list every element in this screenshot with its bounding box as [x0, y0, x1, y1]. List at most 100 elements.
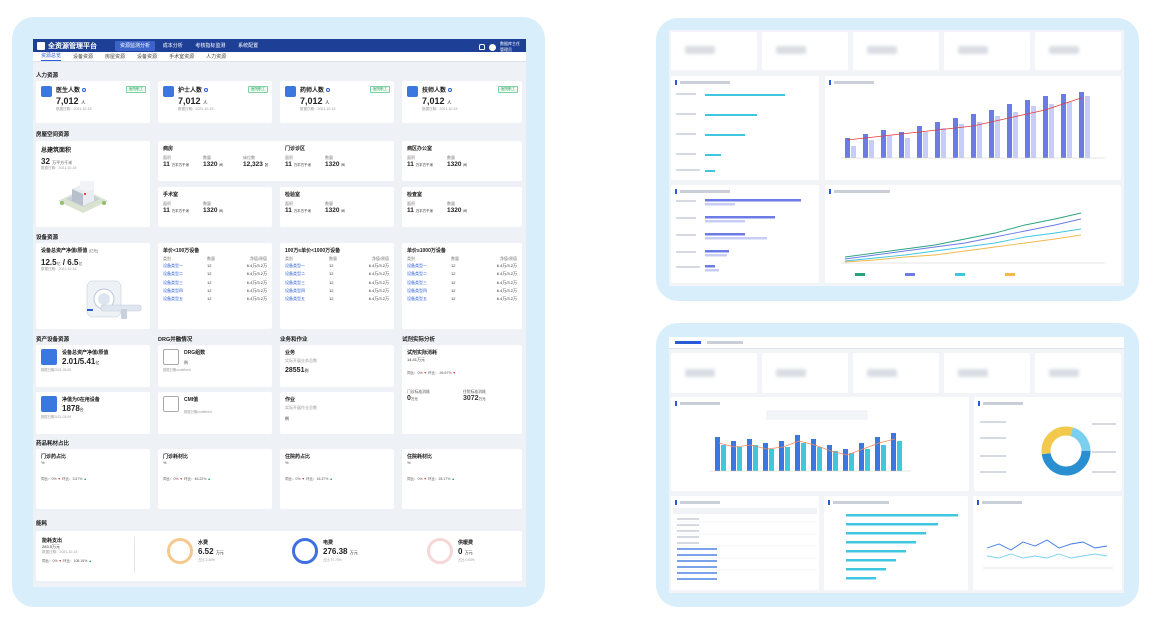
drug-card-1[interactable]: 门诊药占比 % 同比：0% ▼ 环比：3.67% ▲: [36, 449, 150, 509]
section-hr: 人力资源: [36, 73, 59, 79]
bar-chart-card[interactable]: [671, 397, 969, 491]
kpi-card[interactable]: [1035, 353, 1121, 393]
table-row[interactable]: 设备类型一 12 6.4万/3.2万: [407, 263, 517, 268]
table-row[interactable]: 设备类型一 12 6.4万/3.2万: [285, 263, 389, 268]
kpi-card[interactable]: [944, 353, 1030, 393]
info-icon[interactable]: [204, 88, 209, 92]
equipment-total-card[interactable]: 设备总资产净值/原值 (亿元) 12.5亿 / 6.5亿 数据日期：2021-1…: [36, 243, 150, 329]
tab-room[interactable]: 房屋资源: [105, 54, 126, 60]
table-row[interactable]: 设备类型五 12 6.4万/3.2万: [407, 296, 517, 302]
section-drg: DRG并融情况: [158, 337, 193, 343]
tab-overview[interactable]: 资源总览: [41, 53, 62, 61]
hr-title: 药师人数: [300, 88, 325, 94]
kpi-card[interactable]: [671, 353, 757, 393]
tab-surgery[interactable]: 手术室资源: [169, 54, 195, 60]
bell-icon[interactable]: [479, 44, 485, 50]
avatar[interactable]: [489, 43, 496, 51]
table-row[interactable]: 设备类型三 12 6.4万/3.2万: [407, 279, 517, 285]
hbar-chart-card-3[interactable]: [824, 496, 968, 590]
table-card[interactable]: [671, 496, 819, 590]
hr-title: 医生人数: [56, 88, 81, 94]
table-row[interactable]: 设备类型四 12 6.4万/3.2万: [285, 287, 389, 293]
dashboard-main: 全资源管理平台 资源监测分析 成本分析 考核指标监测 系统配置 数据库主任 管理员…: [33, 39, 526, 587]
exam-title: 检验室: [285, 192, 301, 198]
drg-title: CMI值: [184, 397, 199, 403]
info-icon[interactable]: [326, 88, 331, 92]
hr-card-nurse[interactable]: 医院职工 护士人数 7,012 人 数据日期：2021-10-15: [158, 81, 272, 123]
equipment-group-under-100[interactable]: 单价<100万设备 类别 数量 净值/原值 设备类型一 12 6.4万/3.2万 设备类…: [158, 243, 272, 329]
kpi-card[interactable]: [762, 353, 848, 393]
business-card[interactable]: 业务 实际开展业务总数 28551例: [280, 345, 394, 387]
multi-line-chart: [977, 500, 1113, 569]
drug-title: 住院耗材比: [407, 454, 433, 460]
user-role: 管理员: [500, 47, 512, 52]
table-row[interactable]: 设备类型一 12 6.4万/3.2万: [163, 263, 267, 268]
kpi-card[interactable]: [1035, 32, 1121, 70]
multi-line-card[interactable]: [973, 496, 1122, 590]
space-outpatient-card[interactable]: 门诊诊区 面积 数量 11 万平方千米 1320 间: [280, 141, 394, 181]
drug-title: 住院药占比: [285, 454, 311, 460]
drug-card-2[interactable]: 门诊耗材比 % 同比：0% ▼ 环比：46.22% ▲: [158, 449, 272, 509]
combo-chart-card[interactable]: [825, 76, 1121, 180]
drg-card-cmi[interactable]: CMI值 数据日期undefined: [158, 392, 272, 434]
drg-card-groups[interactable]: DRG组数 例 数据日期undefined: [158, 345, 272, 387]
section-drugs: 药品耗材占比: [36, 441, 70, 447]
table-row[interactable]: 设备类型五 12 6.4万/3.2万: [163, 296, 267, 302]
tab-hr[interactable]: 人力资源: [206, 54, 227, 60]
trial-card[interactable]: 试剂实际消耗 14.41万元 同比：0% ▼ 环比：-94.67% ▼ 门诊标准…: [402, 345, 522, 434]
hr-tag: 医院职工: [370, 86, 390, 93]
hr-card-pharmacist[interactable]: 医院职工 药师人数 7,012 人 数据日期：2021-10-15: [280, 81, 394, 123]
line-chart-card[interactable]: [825, 185, 1121, 283]
kpi-card[interactable]: [762, 32, 848, 70]
info-icon[interactable]: [82, 88, 87, 92]
table-row[interactable]: 设备类型三 12 6.4万/3.2万: [285, 279, 389, 285]
kpi-card[interactable]: [671, 32, 757, 70]
table-row[interactable]: 设备类型二 12 6.4万/3.2万: [407, 271, 517, 277]
dashboard-thumbnail-2: [669, 337, 1124, 593]
business-value: 28551: [285, 367, 305, 374]
drug-card-3[interactable]: 住院药占比 % 同比：0% ▼ 环比：16.37% ▲: [280, 449, 394, 509]
drug-title: 门诊耗材比: [163, 454, 189, 460]
office-title: 病区办公室: [407, 146, 433, 152]
space-office-card[interactable]: 病区办公室 面积 数量 11 万平方千米 1320 间: [402, 141, 522, 181]
space-total-value: 32: [41, 157, 50, 166]
space-exam-card[interactable]: 检验室 面积 数量 11 万平方千米 1320 间: [280, 187, 394, 227]
energy-card[interactable]: 能耗支出 283.5万元 数据日期：2021-10-15 同比：0% ▼ 环比：…: [36, 531, 522, 581]
table-row[interactable]: 设备类型二 12 6.4万/3.2万: [285, 271, 389, 277]
hr-card-technician[interactable]: 医院职工 技师人数 7,012 人 数据日期：2021-10-15: [402, 81, 522, 123]
hbar-chart-card[interactable]: [671, 76, 819, 180]
donut-chart-card[interactable]: [974, 397, 1122, 491]
hr-date: 数据日期：2021-10-15: [178, 107, 214, 111]
nav-cost-analysis[interactable]: 成本分析: [162, 43, 183, 49]
table-row[interactable]: 设备类型四 12 6.4万/3.2万: [163, 287, 267, 293]
table-row[interactable]: 设备类型四 12 6.4万/3.2万: [407, 287, 517, 293]
operation-card[interactable]: 作业 实际开展作业总数 例: [280, 392, 394, 434]
asset-card-zero[interactable]: 净值为0在用设备 1878台 数据日期2021-03-09: [36, 392, 150, 434]
kpi-card[interactable]: [853, 32, 939, 70]
equipment-group-over-1000[interactable]: 单价≥1000万设备 类别 数量 净值/原值 设备类型一 12 6.4万/3.2万 设备…: [402, 243, 522, 329]
bar-chart: [675, 401, 911, 472]
hbar-chart-card-2[interactable]: [671, 185, 819, 283]
kpi-card[interactable]: [944, 32, 1030, 70]
asset-title: 设备总资产净值/原值: [62, 350, 109, 356]
nav-resource-analysis[interactable]: 资源监测分析: [115, 41, 156, 51]
asset-card-value[interactable]: 设备总资产净值/原值 2.01/5.41亿 数据日期2021-03-09: [36, 345, 150, 387]
asset-title: 净值为0在用设备: [62, 397, 100, 403]
table-row[interactable]: 设备类型五 12 6.4万/3.2万: [285, 296, 389, 302]
space-total-card[interactable]: 总建筑面积 32 万平方千米 数据日期：2021-10-15: [36, 141, 150, 227]
space-surgery-card[interactable]: 手术室 面积 数量 11 万平方千米 1320 间: [158, 187, 272, 227]
section-space: 房屋空间资源: [36, 132, 70, 138]
hr-card-doctor[interactable]: 医院职工 医生人数 7,012 人 数据日期：2021-10-15: [36, 81, 150, 123]
equipment-group-100-1000[interactable]: 100万≤单价<1000万设备 类别 数量 净值/原值 设备类型一 12 6.4万/3.…: [280, 243, 394, 329]
drg-value: 例: [184, 360, 188, 365]
space-check-card[interactable]: 检查室 面积 数量 11 万平方千米 1320 间: [402, 187, 522, 227]
table-row[interactable]: 设备类型二 12 6.4万/3.2万: [163, 271, 267, 277]
tab-device[interactable]: 设备资源: [73, 54, 94, 60]
info-icon[interactable]: [448, 88, 453, 92]
table-row[interactable]: 设备类型三 12 6.4万/3.2万: [163, 279, 267, 285]
kpi-card[interactable]: [853, 353, 939, 393]
tab-device-2[interactable]: 设备资源: [137, 54, 158, 60]
drug-card-4[interactable]: 住院耗材比 % 同比：0% ▼ 环比：28.17% ▲: [402, 449, 522, 509]
nav-settings[interactable]: 系统配置: [238, 43, 259, 49]
nav-kpi[interactable]: 考核指标监测: [195, 43, 226, 49]
